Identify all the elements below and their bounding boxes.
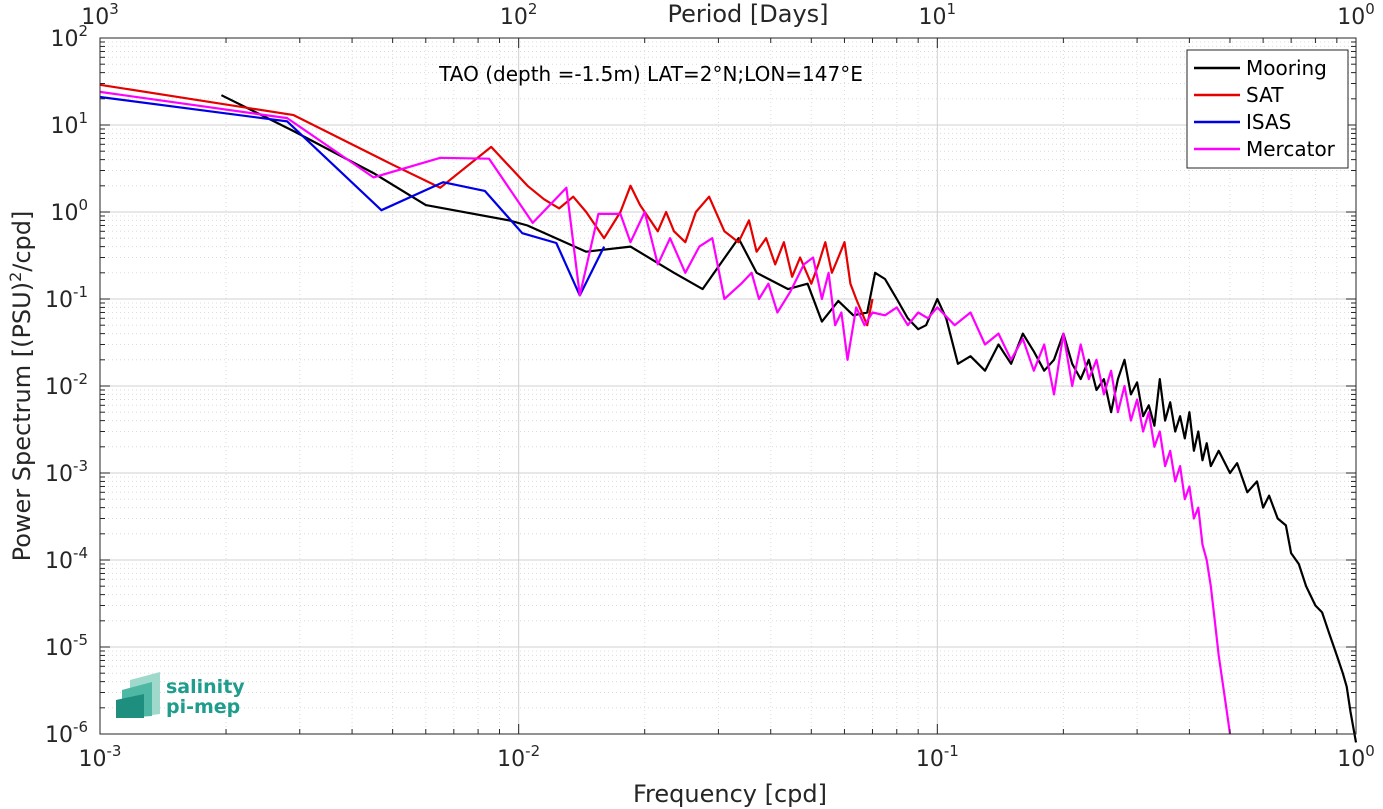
- top-axis-label: Period [Days]: [667, 0, 828, 28]
- logo-text-pi-mep: pi-mep: [166, 696, 240, 718]
- series-line-isas: [99, 95, 606, 297]
- series-layer: [99, 83, 1358, 743]
- y-axis-label-exponent: 2: [6, 272, 25, 282]
- top-tick-label: 103: [81, 0, 119, 30]
- series-line-mooring: [220, 94, 1358, 743]
- logo-mark-front: [116, 694, 144, 718]
- x-tick-label: 10-1: [916, 742, 959, 772]
- y-tick-label: 10-5: [45, 631, 88, 661]
- x-tick-label: 10-3: [79, 742, 122, 772]
- legend-label-mercator: Mercator: [1246, 137, 1336, 161]
- legend: Mooring SAT ISAS Mercator: [1186, 49, 1349, 169]
- salinity-pi-mep-logo: salinity pi-mep: [116, 672, 245, 718]
- y-tick-label: 10-4: [45, 544, 88, 574]
- y-tick-label: 101: [50, 109, 88, 139]
- legend-label-isas: ISAS: [1246, 110, 1291, 134]
- x-tick-label: 100: [1337, 742, 1375, 772]
- logo-text-salinity: salinity: [166, 676, 245, 698]
- y-tick-label: 10-3: [45, 457, 88, 487]
- ticks: [99, 38, 1356, 735]
- y-tick-label: 10-2: [45, 370, 88, 400]
- top-tick-label: 102: [500, 0, 538, 30]
- grid: [100, 38, 1356, 734]
- x-axis-label: Frequency [cpd]: [633, 780, 827, 808]
- y-axis-label-main: Power Spectrum [(PSU): [8, 282, 36, 561]
- legend-label-mooring: Mooring: [1246, 56, 1327, 80]
- y-tick-label: 100: [50, 196, 88, 226]
- top-tick-label: 101: [919, 0, 957, 30]
- x-tick-label: 10-2: [497, 742, 540, 772]
- y-tick-label: 10-6: [45, 718, 88, 748]
- series-line-mercator: [99, 90, 1232, 735]
- station-annotation: TAO (depth =-1.5m) LAT=2°N;LON=147°E: [438, 62, 863, 86]
- legend-label-sat: SAT: [1246, 83, 1284, 107]
- y-tick-label: 102: [50, 22, 88, 52]
- y-axis-label: Power Spectrum [(PSU)2/cpd]: [6, 211, 36, 562]
- y-tick-label: 10-1: [45, 283, 88, 313]
- y-axis-label-unit: /cpd]: [8, 211, 36, 272]
- top-tick-label: 100: [1337, 0, 1375, 30]
